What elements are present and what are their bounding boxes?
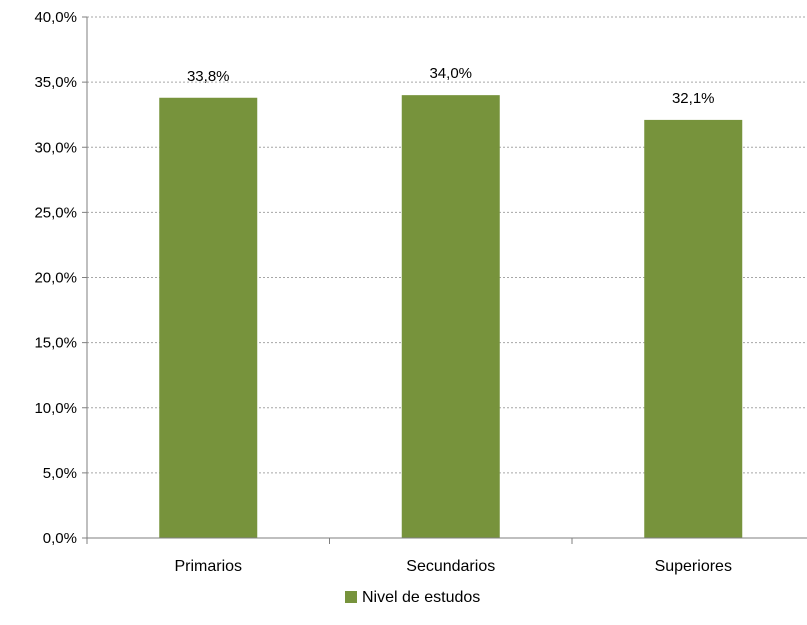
y-tick-label: 25,0%: [34, 204, 77, 221]
y-tick-label: 0,0%: [43, 530, 77, 547]
y-tick-label: 10,0%: [34, 400, 77, 417]
labels: 0,0% 5,0% 10,0% 15,0% 20,0% 25,0% 30,0% 35,0% 40…: [34, 9, 731, 575]
y-tick-label: 20,0%: [34, 270, 77, 287]
bar: [401, 95, 500, 539]
y-tick-label: 15,0%: [34, 335, 77, 352]
y-tick-label: 30,0%: [34, 139, 77, 156]
data-label: 34,0%: [429, 65, 472, 82]
data-label: 33,8%: [187, 68, 230, 85]
legend: Nivel de estudos: [345, 589, 480, 606]
data-label: 32,1%: [672, 90, 715, 107]
y-tick-label: 40,0%: [34, 9, 77, 26]
bar: [159, 97, 258, 538]
bars: [159, 95, 743, 539]
legend-label: Nivel de estudos: [362, 589, 480, 606]
x-tick-label: Superiores: [655, 558, 732, 575]
x-tick-label: Primarios: [174, 558, 242, 575]
y-tick-label: 5,0%: [43, 465, 77, 482]
axes: [82, 16, 807, 544]
x-tick-label: Secundarios: [406, 558, 495, 575]
y-tick-label: 35,0%: [34, 74, 77, 91]
legend-swatch: [345, 591, 357, 603]
bar: [644, 119, 743, 539]
